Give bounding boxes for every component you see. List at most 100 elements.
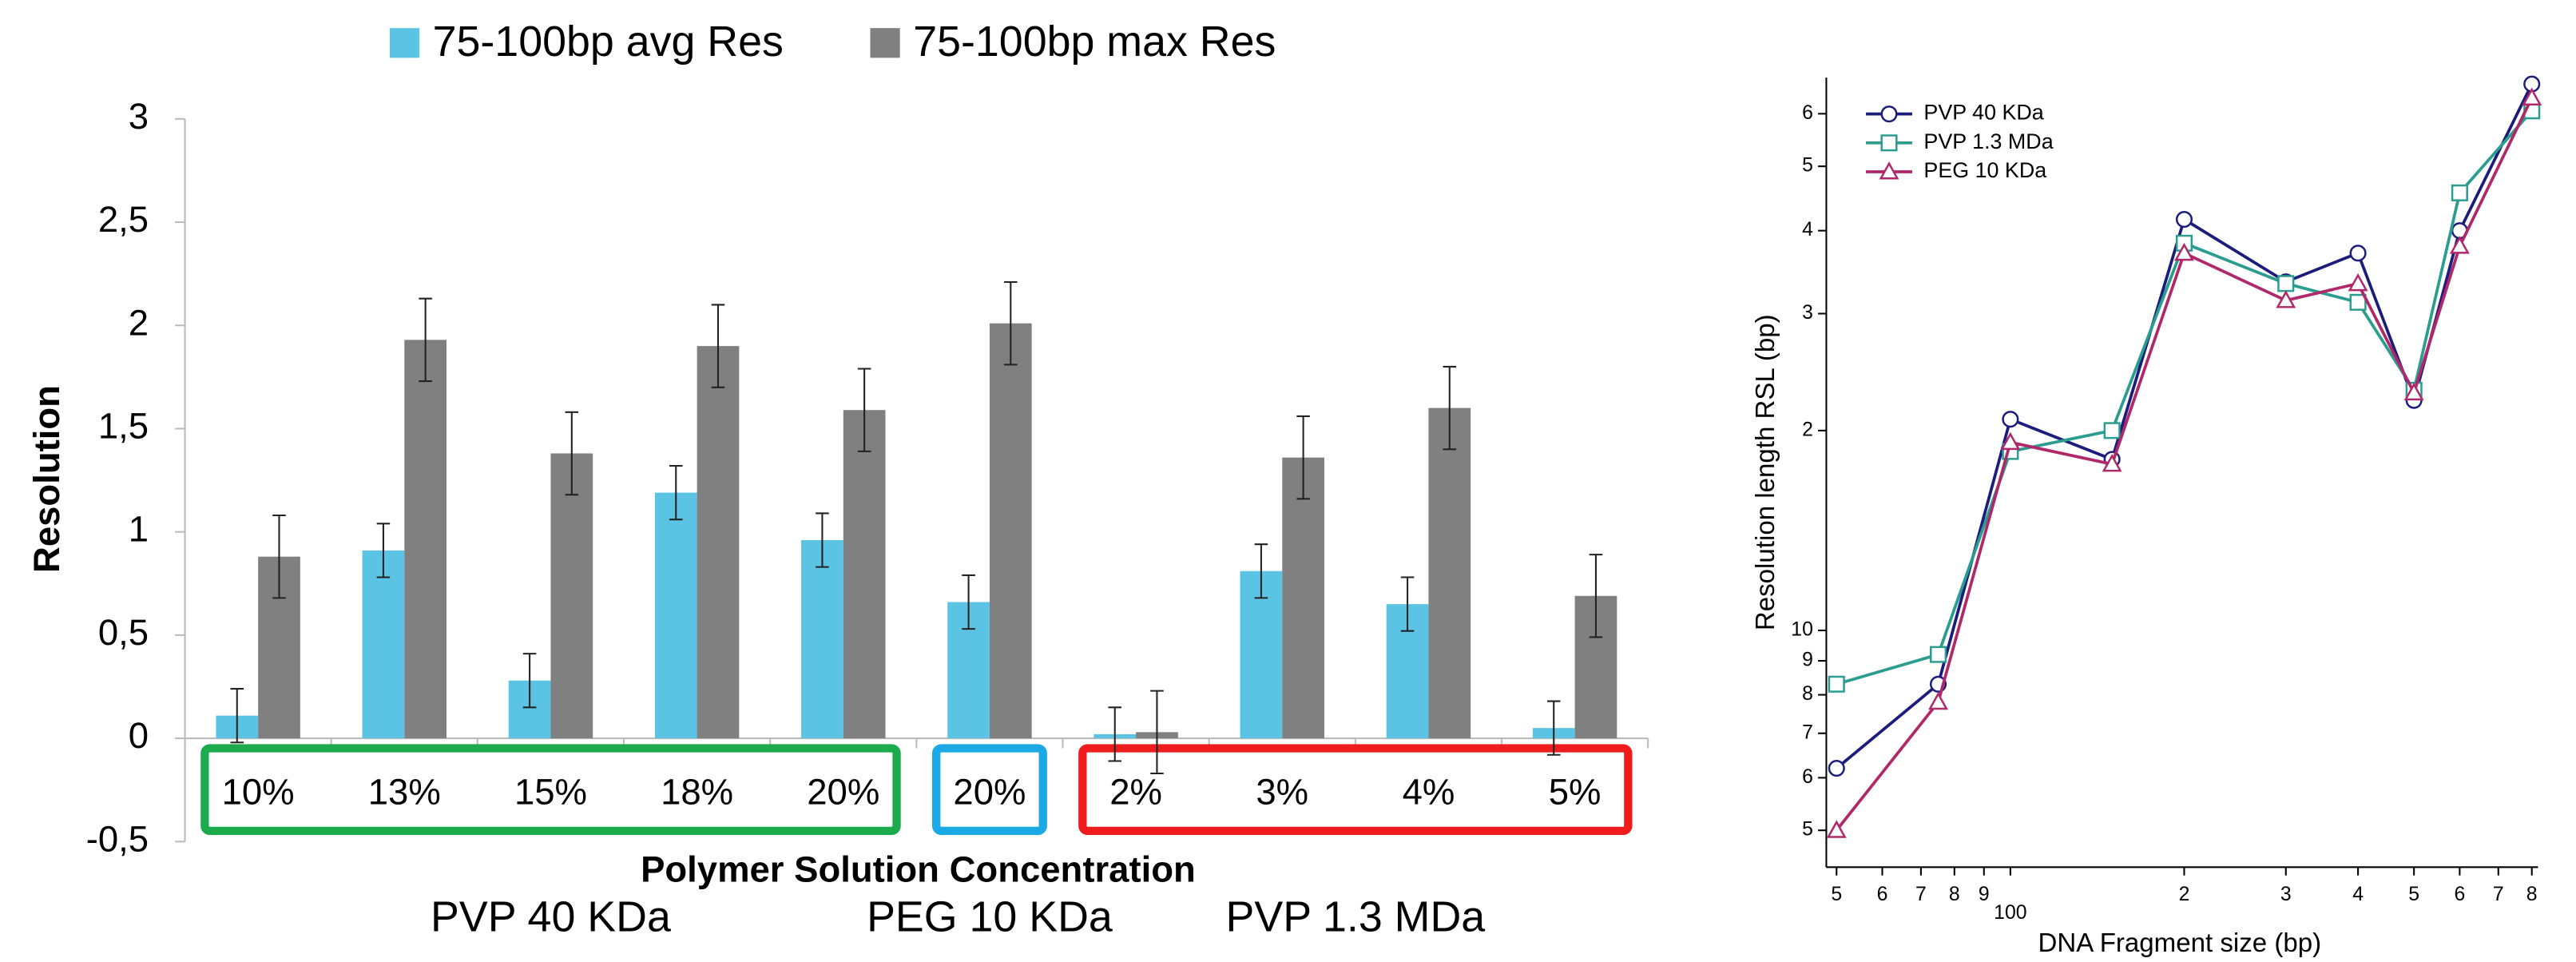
error-bar bbox=[565, 411, 579, 496]
marker bbox=[1826, 820, 1847, 838]
marker bbox=[1930, 646, 1947, 663]
error-bar bbox=[1108, 706, 1122, 762]
bar bbox=[362, 550, 405, 739]
y-tick-label: 6 bbox=[1802, 766, 1813, 788]
marker bbox=[2103, 422, 2121, 439]
marker bbox=[1880, 134, 1898, 152]
y-axis-title: Resolution bbox=[26, 385, 67, 573]
group-box bbox=[931, 744, 1047, 836]
marker bbox=[2102, 454, 2122, 472]
x-axis-title: DNA Fragment size (bp) bbox=[2038, 928, 2322, 958]
marker bbox=[2349, 293, 2367, 311]
error-bar bbox=[522, 653, 537, 709]
x-tick-label: 2 bbox=[2179, 884, 2190, 905]
legend-label: 75-100bp avg Res bbox=[433, 18, 784, 66]
y-tick-label: 7 bbox=[1802, 722, 1813, 743]
x-tick-label: 7 bbox=[1915, 884, 1927, 905]
x-tick-label: 6 bbox=[1877, 884, 1888, 905]
bar bbox=[654, 492, 697, 739]
group-label: PEG 10 KDa bbox=[867, 893, 1113, 941]
x-tick-label: 8 bbox=[2526, 884, 2538, 905]
marker bbox=[1880, 105, 1898, 123]
x-axis-title: Polymer Solution Concentration bbox=[641, 849, 1196, 890]
legend-swatch bbox=[389, 28, 420, 58]
error-bar bbox=[272, 514, 286, 599]
error-bar bbox=[711, 304, 725, 388]
line bbox=[1836, 83, 2534, 769]
error-bar bbox=[1254, 543, 1268, 599]
legend-label: 75-100bp max Res bbox=[913, 18, 1276, 66]
x-tick-label: 3% bbox=[1256, 771, 1308, 812]
x-tick-label: 5% bbox=[1549, 771, 1602, 812]
line bbox=[1836, 109, 2534, 686]
y-tick-label: 1 bbox=[129, 509, 149, 550]
y-tick-label: 3 bbox=[129, 96, 149, 137]
y-tick-label: 2 bbox=[129, 302, 149, 343]
x-tick-label: 18% bbox=[661, 771, 733, 812]
group-label: PVP 40 KDa bbox=[431, 893, 671, 941]
group-box bbox=[1078, 744, 1633, 836]
y-tick-label: 9 bbox=[1802, 650, 1813, 671]
x-tick-label: 4 bbox=[2352, 884, 2364, 905]
bar bbox=[989, 323, 1032, 739]
marker bbox=[2276, 290, 2296, 308]
marker bbox=[2002, 411, 2019, 428]
marker bbox=[2277, 275, 2295, 292]
marker bbox=[2522, 87, 2542, 105]
bar bbox=[801, 540, 843, 739]
y-tick-label: -0,5 bbox=[86, 818, 149, 859]
error-bar bbox=[857, 368, 871, 452]
bar bbox=[550, 453, 593, 739]
marker bbox=[1828, 675, 1845, 693]
marker bbox=[2175, 210, 2193, 229]
y-tick-label: 4 bbox=[1802, 219, 1813, 240]
error-bar bbox=[230, 688, 244, 744]
error-bar bbox=[1400, 576, 1415, 632]
y-tick-label: 5 bbox=[1802, 819, 1813, 841]
x-tick-label: 8 bbox=[1949, 884, 1960, 905]
y-tick-label: 1,5 bbox=[98, 405, 149, 446]
y-tick-label: 2,5 bbox=[98, 199, 149, 240]
marker bbox=[1879, 161, 1899, 180]
group-label: PVP 1.3 MDa bbox=[1226, 893, 1486, 941]
error-bar bbox=[1150, 690, 1164, 775]
x-tick-label: 15% bbox=[514, 771, 587, 812]
bar bbox=[1282, 457, 1324, 739]
marker bbox=[1828, 760, 1845, 777]
legend-label: PEG 10 KDa bbox=[1923, 158, 2046, 182]
legend-swatch bbox=[870, 28, 900, 58]
error-bar bbox=[669, 464, 683, 521]
marker bbox=[2349, 244, 2367, 262]
error-bar bbox=[1546, 700, 1561, 756]
y-tick-label: 8 bbox=[1802, 683, 1813, 705]
y-tick-label: 6 bbox=[1802, 102, 1813, 124]
marker bbox=[2348, 272, 2368, 292]
x-tick-label: 5 bbox=[2408, 884, 2419, 905]
y-tick-label: 0,5 bbox=[98, 612, 149, 653]
error-bar bbox=[1004, 280, 1018, 366]
x-tick-label: 20% bbox=[807, 771, 879, 812]
marker bbox=[2451, 184, 2468, 201]
bar bbox=[1428, 407, 1471, 739]
legend-label: PVP 1.3 MDa bbox=[1923, 129, 2053, 153]
bar bbox=[404, 340, 447, 739]
bar bbox=[843, 410, 886, 739]
error-bar bbox=[376, 523, 391, 578]
y-tick-label: 0 bbox=[129, 715, 149, 756]
marker bbox=[2000, 431, 2021, 451]
line bbox=[1835, 97, 2534, 832]
x-tick-label: 6 bbox=[2454, 884, 2465, 905]
y-axis-title: Resolution length RSL (bp) bbox=[1751, 314, 1780, 630]
y-tick-label: 2 bbox=[1802, 419, 1813, 440]
y-tick-label: 3 bbox=[1802, 302, 1813, 324]
marker bbox=[1928, 691, 1948, 710]
legend-label: PVP 40 KDa bbox=[1923, 101, 2043, 125]
marker bbox=[2174, 242, 2194, 261]
error-bar bbox=[419, 297, 432, 383]
group-box bbox=[200, 744, 901, 836]
marker bbox=[2449, 236, 2470, 254]
error-bar bbox=[1296, 415, 1310, 500]
x-tick-label: 7 bbox=[2493, 884, 2504, 905]
